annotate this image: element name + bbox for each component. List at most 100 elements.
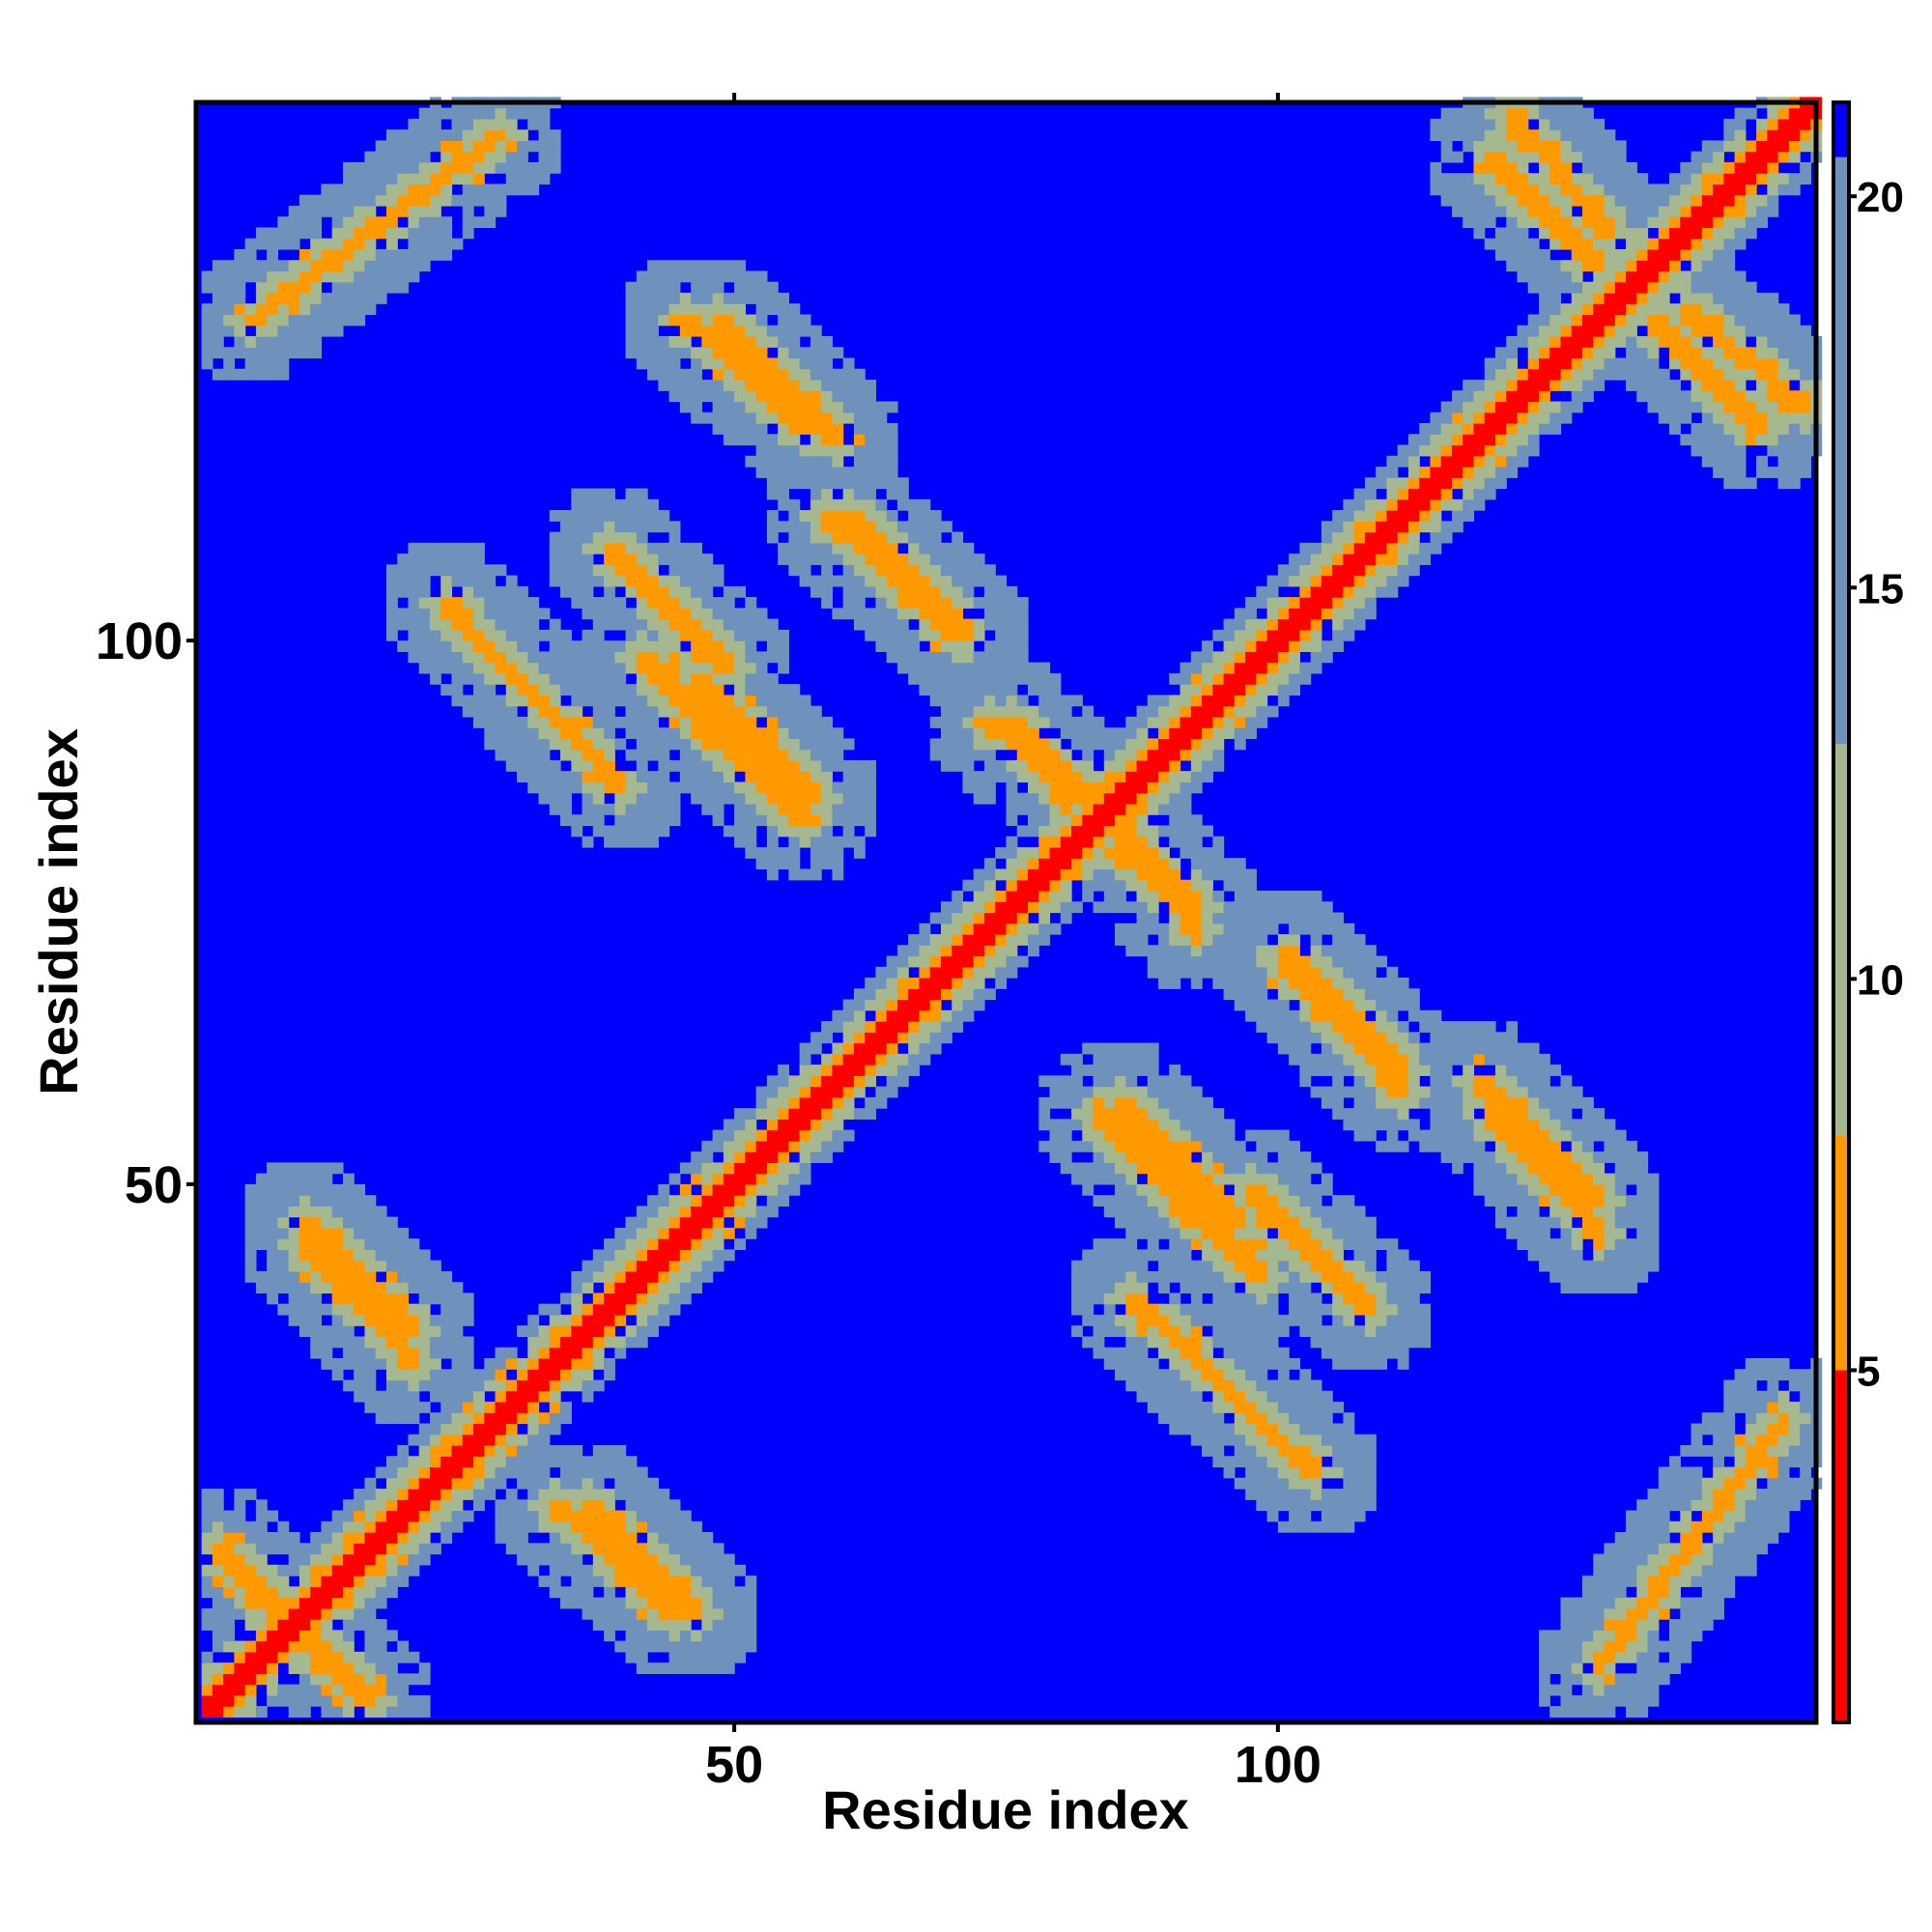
heatmap-cell [364,1325,377,1338]
heatmap-cell [462,173,474,185]
heatmap-cell [1245,1379,1257,1392]
heatmap-cell [1060,1140,1072,1152]
heatmap-cell [1103,1314,1116,1326]
heatmap-cell [668,684,681,696]
heatmap-cell [1277,1129,1290,1142]
heatmap-cell [560,1412,572,1425]
heatmap-cell [1115,934,1126,946]
heatmap-cell [1310,1466,1322,1479]
heatmap-cell [810,335,822,348]
heatmap-cell [1277,651,1290,664]
heatmap-cell [1223,705,1236,718]
heatmap-cell [712,303,724,316]
heatmap-cell [778,749,789,761]
heatmap-cell [408,194,420,207]
heatmap-cell [832,803,844,815]
heatmap-cell [408,597,420,609]
heatmap-cell [342,1216,355,1229]
heatmap-cell [723,325,735,337]
heatmap-cell [1321,542,1333,554]
heatmap-cell [440,554,453,565]
heatmap-cell [1234,629,1246,641]
heatmap-cell [1093,1096,1105,1109]
heatmap-cell [810,716,822,728]
heatmap-cell [1016,618,1029,631]
heatmap-cell [1289,684,1300,696]
heatmap-cell [255,260,268,272]
heatmap-cell [375,1282,387,1294]
heatmap-cell [734,716,746,728]
heatmap-cell [440,640,453,652]
heatmap-cell [1169,912,1181,924]
heatmap-cell [1136,1129,1149,1142]
heatmap-cell [712,335,724,348]
heatmap-cell [723,771,735,783]
heatmap-cell [755,705,768,718]
heatmap-cell [1289,901,1300,914]
heatmap-cell [636,1619,648,1631]
heatmap-cell [842,467,855,478]
heatmap-cell [668,727,681,740]
heatmap-cell [288,1630,300,1642]
heatmap-cell [408,140,420,153]
heatmap-cell [364,1293,377,1305]
heatmap-cell [418,629,431,641]
heatmap-cell [1125,1369,1138,1381]
heatmap-cell [929,749,942,761]
heatmap-cell [1234,912,1246,924]
heatmap-cell [1071,1282,1083,1294]
heatmap-cell [212,1576,224,1587]
heatmap-cell [1136,846,1149,859]
heatmap-cell [755,467,768,478]
heatmap-cell [766,651,779,664]
heatmap-cell [712,1195,724,1207]
heatmap-cell [342,205,355,217]
heatmap-cell [701,705,714,718]
heatmap-cell [940,684,952,696]
heatmap-cell [842,825,855,838]
heatmap-cell [582,1510,594,1522]
heatmap-cell [473,640,485,652]
heatmap-cell [745,814,757,827]
heatmap-cell [886,1053,898,1065]
heatmap-cell [1169,727,1181,740]
heatmap-cell [973,771,985,783]
heatmap-cell [865,999,877,1011]
heatmap-cell [668,662,681,674]
heatmap-cell [1289,1173,1300,1185]
heatmap-cell [865,771,877,783]
heatmap-cell [212,1520,224,1533]
heatmap-cell [342,281,355,294]
heatmap-cell [755,292,768,304]
heatmap-cell [310,1216,323,1229]
heatmap-cell [1016,890,1029,902]
heatmap-cell [288,1282,300,1294]
heatmap-cell [592,488,605,500]
heatmap-cell [1082,749,1094,761]
heatmap-cell [1256,1270,1268,1283]
heatmap-cell [418,1499,431,1512]
heatmap-cell [1321,1183,1333,1196]
heatmap-cell [679,1520,692,1533]
heatmap-cell [1190,716,1203,728]
heatmap-cell [1158,1314,1170,1326]
heatmap-cell [636,1597,648,1609]
heatmap-cell [691,716,702,728]
heatmap-cell [451,1379,464,1392]
heatmap-cell [1082,1336,1094,1349]
heatmap-cell [701,1553,714,1566]
heatmap-cell [712,401,724,413]
heatmap-cell [896,988,909,1001]
heatmap-cell [1234,1216,1246,1229]
heatmap-cell [560,1553,572,1566]
heatmap-cell [267,260,279,272]
heatmap-cell [1321,1510,1333,1522]
heatmap-cell [1289,1314,1300,1326]
heatmap-cell [1234,879,1246,892]
heatmap-cell [983,781,996,794]
heatmap-cell [1234,662,1246,674]
heatmap-cell [701,1270,714,1283]
heatmap-cell [745,629,757,641]
heatmap-cell [473,173,485,185]
heatmap-cell [973,705,985,718]
